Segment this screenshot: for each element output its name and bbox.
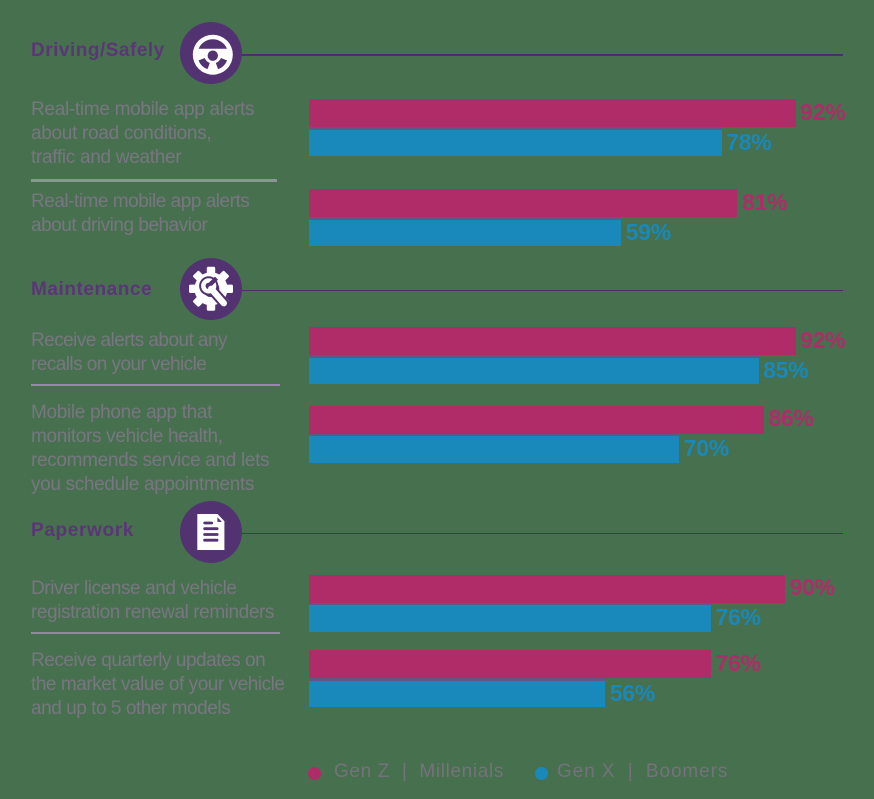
bar-gen-z [309,574,786,603]
legend-dot-gen-z [308,766,321,780]
value-label-gen-z: 90% [789,574,835,600]
row-label: Mobile phone app that monitors vehicle h… [31,402,270,496]
section-title: Paperwork [31,520,135,542]
steering-wheel-icon [179,22,242,84]
bar-gen-z [309,189,738,217]
section-header-line [210,54,843,56]
value-label-gen-x: 76% [715,604,761,630]
value-label-gen-z: 86% [768,405,814,431]
bar-gen-x [309,219,622,246]
bar-gen-z [309,99,796,127]
value-label-gen-z: 76% [715,649,761,676]
bar-gen-z [309,405,764,434]
row-divider [31,631,280,634]
row-label: Real-time mobile app alerts about drivin… [31,190,250,236]
row-label: Driver license and vehicle registration … [31,578,274,624]
bar-gap-blend [309,433,680,436]
row-label: Receive quarterly updates on the market … [31,650,285,720]
gear-wrench-icon [179,257,242,320]
bar-gen-x [309,605,712,632]
value-label-gen-x: 70% [683,435,729,461]
bar-gen-x [309,680,606,707]
row-divider [31,178,277,182]
bar-gap-blend [309,355,759,358]
row-divider [31,383,280,386]
value-label-gen-x: 78% [726,128,772,155]
value-label-gen-z: 81% [741,188,788,215]
value-label-gen-z: 92% [800,98,846,125]
bar-gap-blend [309,678,606,681]
legend-label-gen-z: Gen Z | Millenials [334,761,504,783]
value-label-gen-z: 92% [800,326,846,353]
section-header-line [210,532,843,535]
bar-gen-x [309,129,722,156]
legend-label-gen-x: Gen X | Boomers [557,761,729,783]
bar-gen-z [309,327,796,355]
section-title: Maintenance [31,279,153,301]
bar-gen-x [309,436,680,463]
bar-gap-blend [309,127,722,130]
section-header-line [210,289,843,292]
bar-gen-z [309,650,712,678]
section-title: Driving/Safely [31,39,165,61]
value-label-gen-x: 59% [625,218,671,245]
bar-gen-x [309,357,759,384]
bar-gap-blend [309,217,622,220]
value-label-gen-x: 56% [609,679,655,706]
bar-gap-blend [309,602,712,605]
legend-dot-gen-x [534,766,548,780]
row-label: Receive alerts about any recalls on your… [31,330,227,376]
value-label-gen-x: 85% [763,356,809,383]
document-icon [179,501,242,563]
row-label: Real-time mobile app alerts about road c… [31,99,255,169]
